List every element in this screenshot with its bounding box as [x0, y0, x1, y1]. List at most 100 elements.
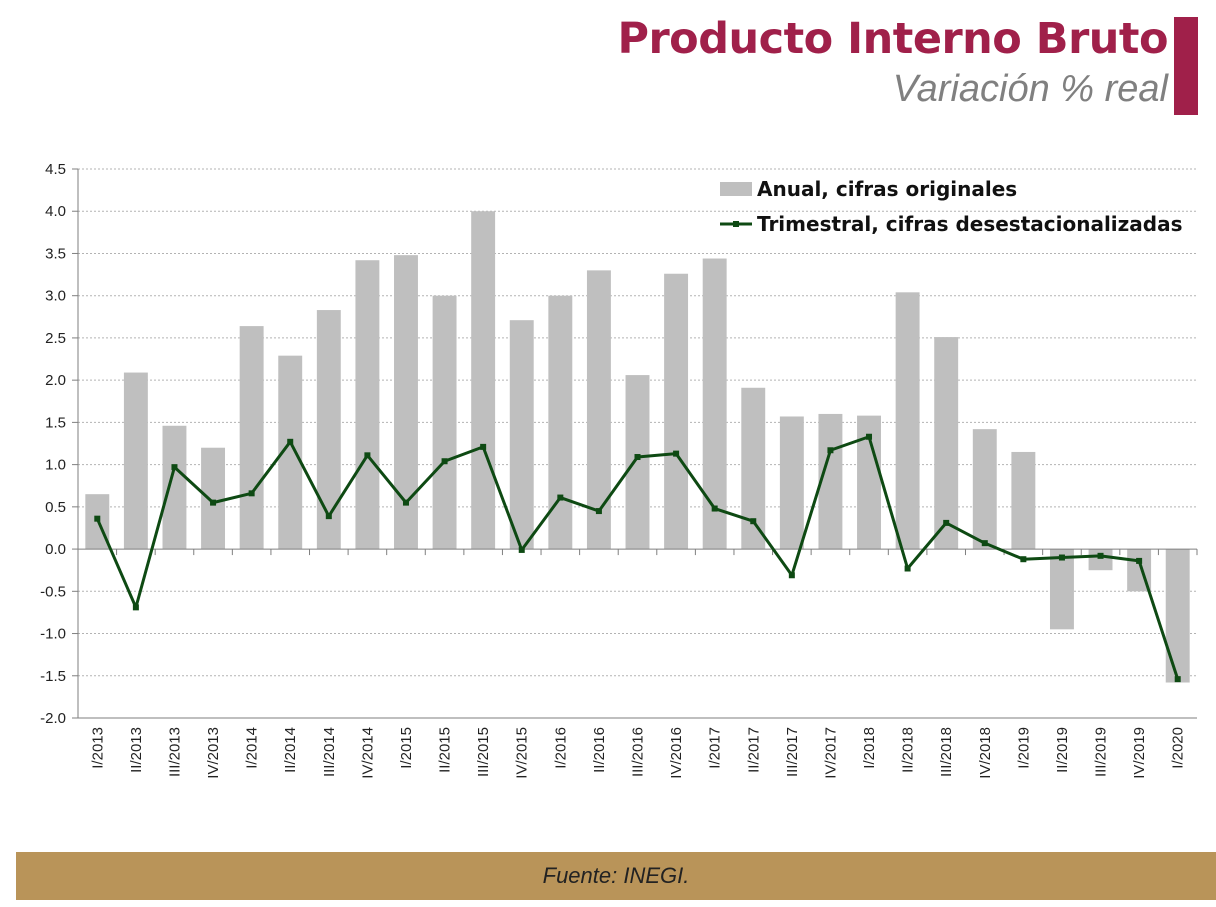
x-tick-label: I/2013	[89, 727, 106, 769]
x-tick-label: III/2019	[1093, 727, 1110, 777]
bar	[972, 429, 997, 550]
legend-label-bars: Anual, cifras originales	[757, 177, 1017, 201]
line-point	[904, 565, 911, 572]
line-point	[750, 518, 757, 525]
x-tick-label: III/2014	[321, 727, 338, 777]
line-point	[287, 438, 294, 445]
line-point	[480, 443, 487, 450]
line-point	[325, 513, 332, 520]
bar	[857, 415, 881, 550]
line-point	[866, 433, 873, 440]
x-tick-label: IV/2017	[822, 727, 839, 779]
line-point	[94, 515, 101, 522]
x-tick-label: II/2017	[745, 727, 762, 773]
gdp-chart: 4.5 4.0 3.5 3.0 2.5 2.0 1.5 1.0 0.5 0.0 -0.5 -1.0 -1…	[40, 161, 1198, 779]
x-tick-label: II/2016	[591, 727, 608, 773]
line-point	[711, 505, 718, 512]
y-tick-label: 3.0	[45, 288, 66, 305]
legend-marker-line	[733, 221, 739, 227]
bar	[895, 292, 920, 550]
bar	[934, 337, 959, 550]
bar	[394, 255, 418, 550]
line-point	[788, 572, 795, 579]
y-tick-label: 0.5	[45, 499, 66, 516]
bar	[586, 270, 611, 550]
x-tick-label: I/2015	[398, 727, 415, 769]
line-point	[171, 464, 178, 471]
source-note: Fuente: INEGI.	[542, 863, 690, 888]
x-tick-label: III/2013	[166, 727, 183, 777]
x-tick-label: IV/2013	[205, 727, 222, 779]
footer-bar: Fuente: INEGI.	[16, 852, 1216, 900]
x-tick-label: I/2020	[1170, 727, 1187, 769]
bar	[1165, 549, 1190, 683]
x-tick-label: IV/2014	[359, 727, 376, 779]
page-subtitle: Variación % real	[892, 68, 1168, 110]
bar	[471, 211, 496, 550]
y-tick-label: 0.0	[45, 541, 66, 558]
line-point	[557, 494, 564, 501]
line-point	[981, 540, 988, 547]
legend-label-line: Trimestral, cifras desestacionalizadas	[757, 212, 1183, 236]
line-point	[1136, 557, 1143, 564]
title-accent-bar	[1174, 17, 1198, 115]
bar	[664, 273, 689, 550]
line-point	[1058, 554, 1065, 561]
y-tick-label: -2.0	[40, 710, 66, 727]
bar	[1088, 549, 1113, 571]
y-tick-label: -0.5	[40, 583, 66, 600]
x-tick-label: I/2014	[244, 727, 261, 769]
line-point	[595, 508, 602, 515]
x-tick-label: II/2019	[1054, 727, 1071, 773]
bar	[123, 372, 148, 550]
bar	[779, 416, 804, 550]
x-tick-label: I/2018	[861, 727, 878, 769]
line-point	[1174, 676, 1181, 683]
legend-swatch-bars	[720, 182, 752, 196]
line-point	[1097, 552, 1104, 559]
y-tick-label: 3.5	[45, 245, 66, 262]
line-point	[402, 499, 409, 506]
bar	[316, 310, 341, 550]
y-tick-label: 1.5	[45, 414, 66, 431]
y-tick-label: 1.0	[45, 457, 66, 474]
line-point	[132, 604, 139, 611]
x-tick-label: IV/2019	[1131, 727, 1148, 779]
x-tick-label: II/2015	[437, 727, 454, 773]
bar	[239, 326, 264, 550]
x-tick-label: II/2013	[128, 727, 145, 773]
y-tick-label: 4.0	[45, 203, 66, 220]
line-point	[441, 458, 448, 465]
line-point	[943, 519, 950, 526]
y-tick-label: -1.5	[40, 668, 66, 685]
bar	[1011, 451, 1036, 550]
line-point	[634, 454, 641, 461]
bar	[509, 320, 534, 550]
x-tick-label: II/2018	[900, 727, 917, 773]
bar	[741, 387, 766, 550]
bar	[201, 447, 226, 550]
y-tick-label: 4.5	[45, 161, 66, 178]
line-point	[518, 546, 525, 553]
x-tick-label: I/2017	[707, 727, 724, 769]
line-point	[248, 490, 255, 497]
bar	[162, 425, 187, 550]
bar	[625, 375, 650, 550]
x-tick-label: IV/2016	[668, 727, 685, 779]
x-tick-label: I/2019	[1015, 727, 1032, 769]
y-tick-label: 2.5	[45, 330, 66, 347]
x-tick-label: III/2018	[938, 727, 955, 777]
y-tick-label: -1.0	[40, 626, 66, 643]
bar	[1049, 549, 1074, 630]
y-tick-label: 2.0	[45, 372, 66, 389]
x-tick-label: IV/2018	[977, 727, 994, 779]
line-point	[210, 499, 217, 506]
bar	[278, 355, 303, 550]
x-tick-label: II/2014	[282, 727, 299, 773]
bar	[548, 295, 573, 550]
page-title: Producto Interno Bruto	[617, 14, 1168, 64]
bar	[432, 295, 457, 550]
x-tick-label: I/2016	[552, 727, 569, 769]
bar	[355, 260, 380, 550]
x-tick-label: IV/2015	[514, 727, 531, 779]
